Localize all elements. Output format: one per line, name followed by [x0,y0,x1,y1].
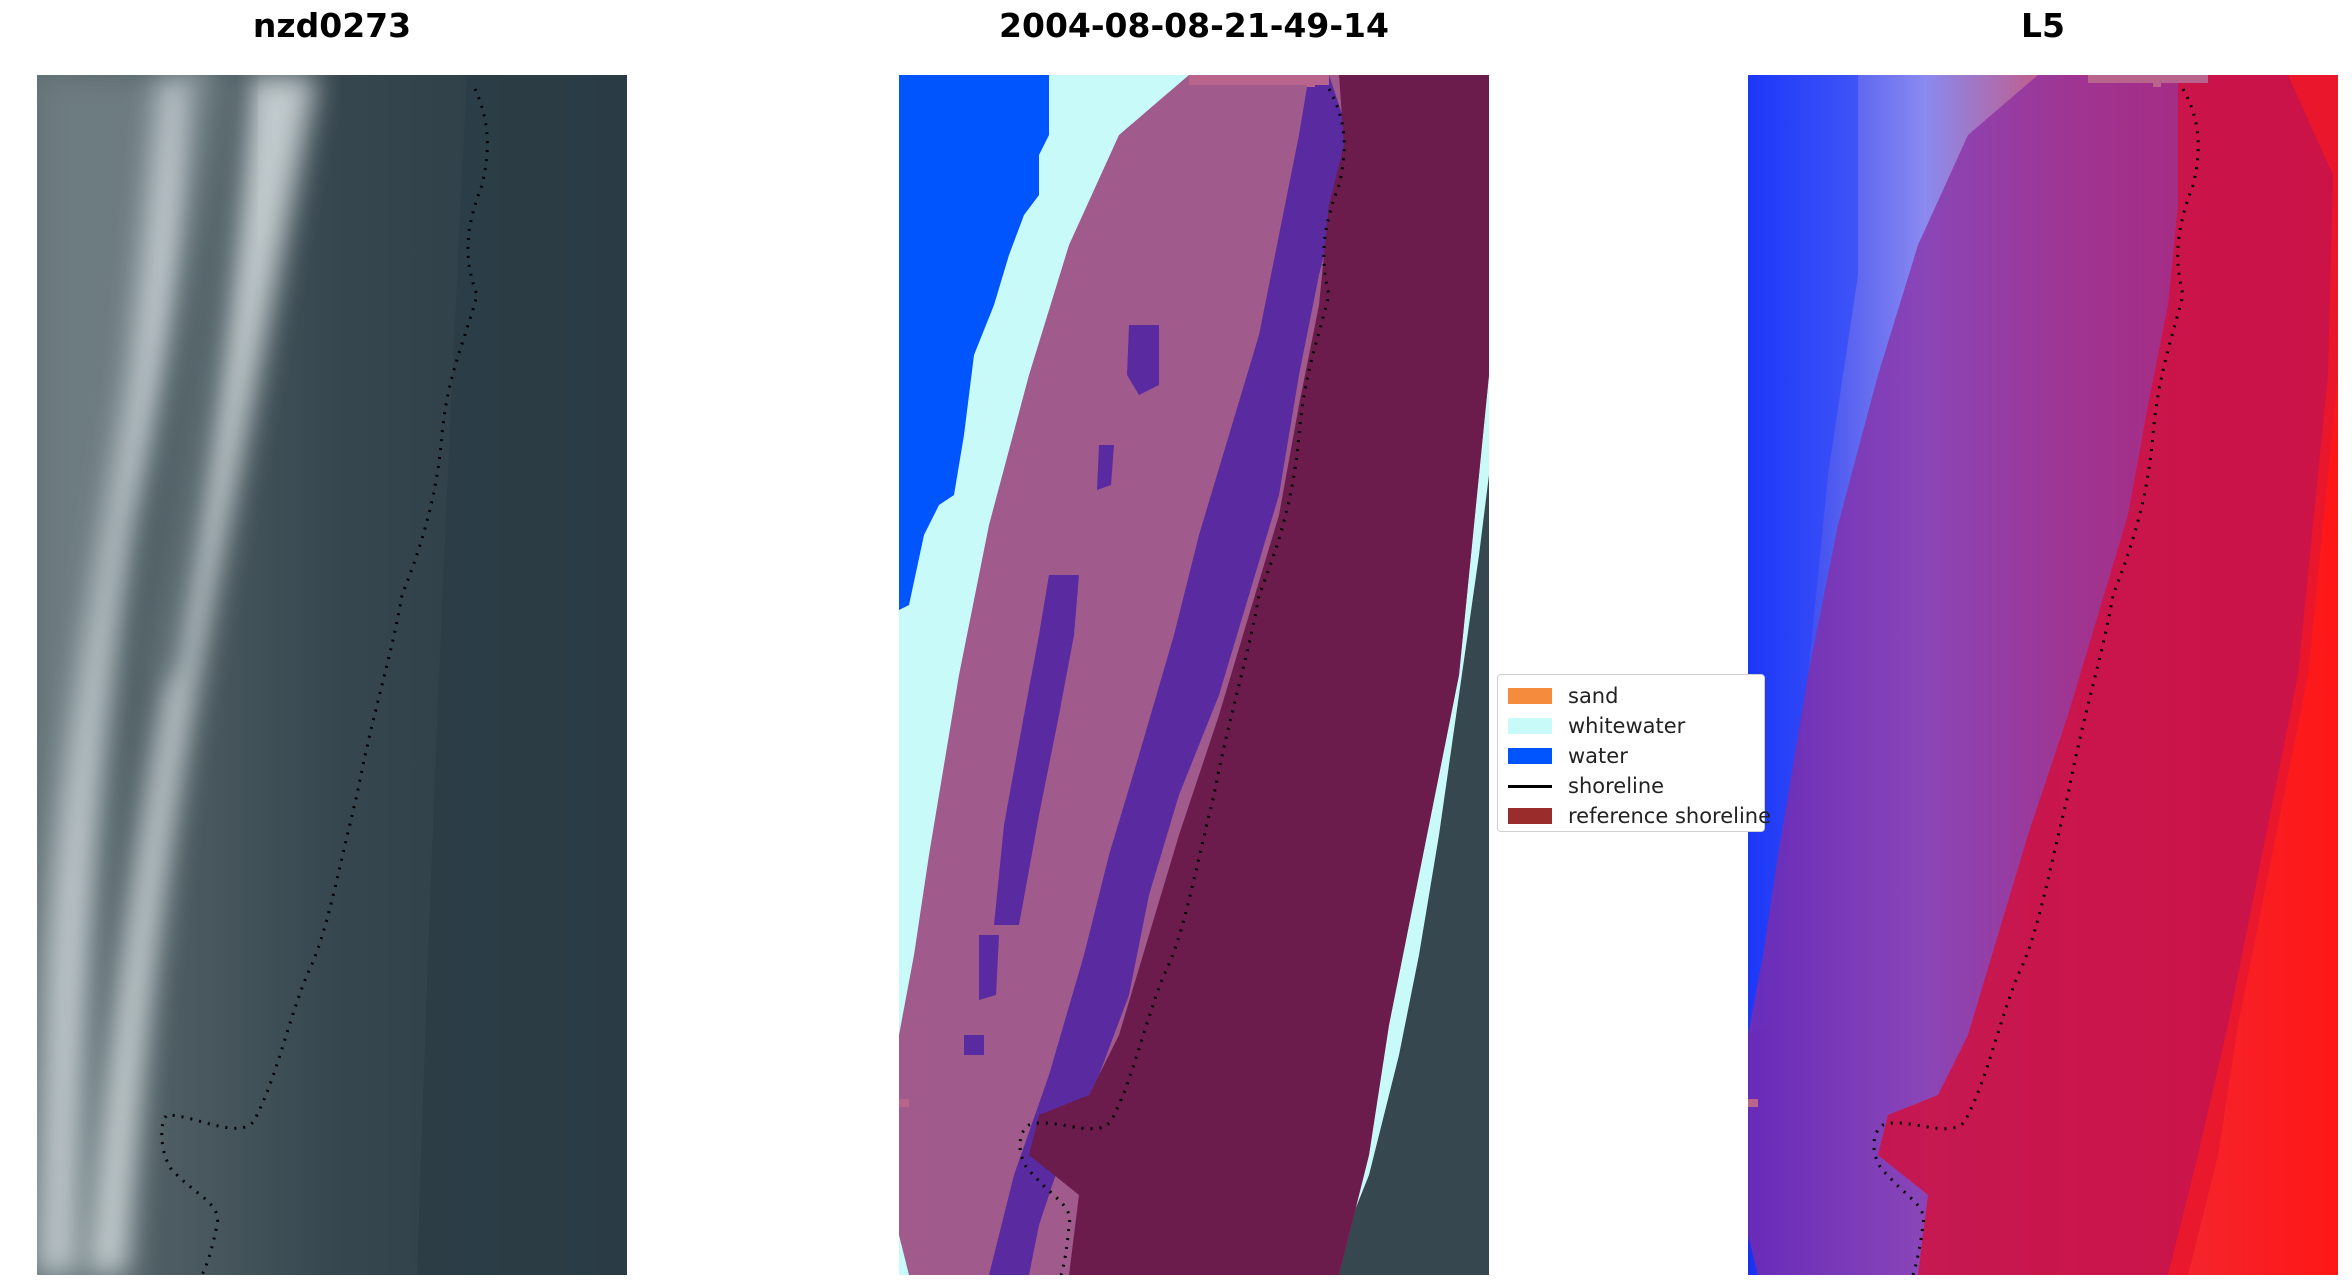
land-buffer [1029,75,1489,1275]
legend-item-shoreline: shoreline [1508,771,1754,801]
legend-label: sand [1568,684,1619,708]
legend-item-whitewater: whitewater [1508,711,1754,741]
legend-label: water [1568,744,1628,768]
index-map [1748,75,2338,1275]
legend-label: reference shoreline [1568,804,1772,828]
legend-item-sand: sand [1508,681,1754,711]
legend: sand whitewater water shoreline referenc… [1497,674,1771,832]
legend-item-water: water [1508,741,1754,771]
legend-label: shoreline [1568,774,1665,798]
legend-swatch-sand [1508,688,1552,704]
index-panel [1748,75,2338,1275]
legend-swatch-reference-shoreline [1508,808,1552,824]
legend-item-reference-shoreline: reference shoreline [1508,801,1771,831]
classification-panel [899,75,1489,1275]
buffer-water-class [989,75,1349,1275]
satellite-image [37,75,627,1275]
legend-swatch-water [1508,748,1552,764]
legend-line-shoreline [1508,784,1552,788]
panel-title-image: nzd0273 [252,6,412,45]
legend-label: whitewater [1568,714,1686,738]
classification-map [899,75,1489,1275]
panel-title-index: L5 [2021,6,2065,45]
panel-title-classification: 2004-08-08-21-49-14 [999,6,1389,45]
legend-swatch-whitewater [1508,718,1552,734]
water-region [899,75,1049,610]
satellite-image-panel [37,75,627,1275]
